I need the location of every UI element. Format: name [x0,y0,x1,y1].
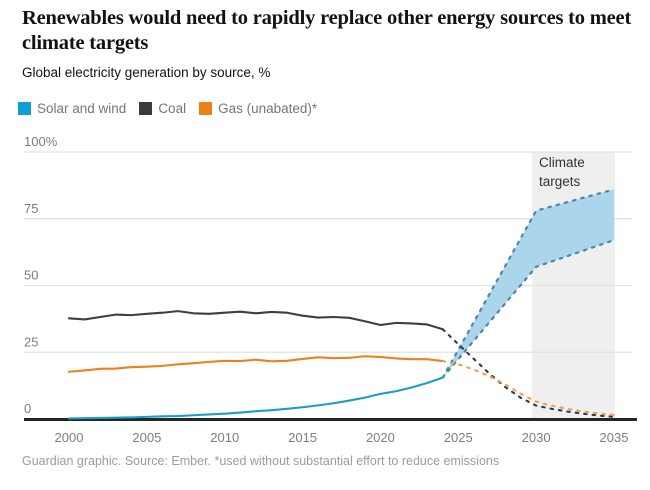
svg-text:2000: 2000 [55,430,84,445]
gas-swatch-icon [199,102,213,115]
legend-label-solar-and-wind: Solar and wind [37,101,127,116]
climate-targets-annotation-line2: targets [539,174,581,190]
svg-text:100%: 100% [24,134,58,149]
legend-item-solar-and-wind: Solar and wind [18,101,126,116]
climate-targets-annotation-line1: Climate [539,155,585,170]
svg-text:2005: 2005 [132,430,161,445]
svg-text:2015: 2015 [288,430,317,445]
svg-text:2020: 2020 [366,430,395,445]
svg-text:2030: 2030 [522,430,551,445]
svg-text:25: 25 [24,334,38,349]
legend: Solar and wind Coal Gas (unabated)* [18,101,317,116]
svg-text:2035: 2035 [600,430,629,445]
svg-text:75: 75 [24,201,38,216]
source-caption: Guardian graphic. Source: Ember. *used w… [22,454,500,468]
svg-text:50: 50 [24,268,38,283]
legend-label-coal: Coal [158,101,187,116]
svg-text:2025: 2025 [444,430,473,445]
legend-item-gas: Gas (unabated)* [199,101,317,116]
svg-text:0: 0 [24,401,31,416]
legend-label-gas: Gas (unabated)* [218,101,318,116]
chart-subtitle: Global electricity generation by source,… [22,65,271,80]
chart-title: Renewables would need to rapidly replace… [22,7,632,55]
solar-and-wind-swatch-icon [18,102,31,115]
coal-swatch-icon [139,102,153,115]
legend-item-coal: Coal [139,101,186,116]
svg-text:2010: 2010 [210,430,239,445]
climate-targets-annotation: Climate targets [539,153,585,191]
